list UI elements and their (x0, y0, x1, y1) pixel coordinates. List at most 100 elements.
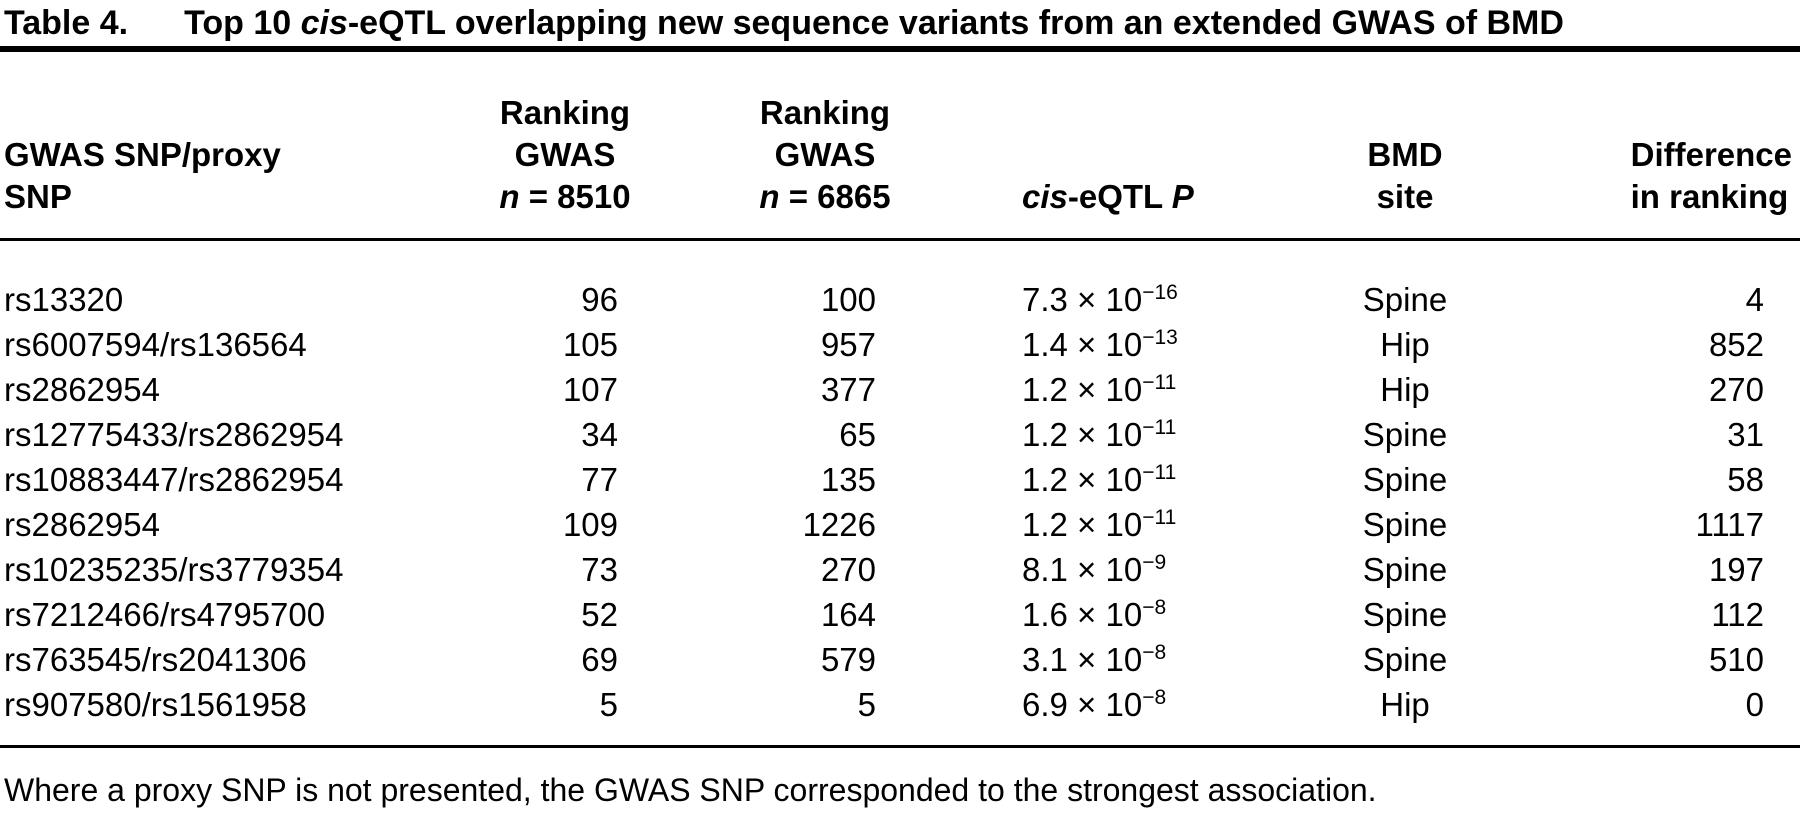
p-exponent: −8 (1142, 641, 1167, 664)
cell-rank-6865: 377 (820, 371, 876, 408)
cell-p-value: 3.1 × 10−8 (960, 637, 1290, 682)
cell-snp: rs12775433/rs2862954 (4, 416, 344, 453)
cell-diff: 852 (1708, 326, 1764, 363)
cell-bmd-site: Spine (1362, 641, 1448, 678)
cell-bmd-site: Hip (1380, 326, 1430, 363)
p-mantissa: 8.1 × 10 (1022, 551, 1143, 588)
p-mantissa: 1.2 × 10 (1022, 461, 1143, 498)
cell-diff: 31 (1727, 416, 1764, 453)
cell-diff: 0 (1745, 686, 1764, 723)
cell-diff: 270 (1708, 371, 1764, 408)
caption-pre: Top 10 (184, 4, 301, 42)
table-number: Table 4. (4, 4, 129, 42)
cis-italic: cis (1022, 178, 1068, 215)
p-mantissa: 7.3 × 10 (1022, 281, 1143, 318)
p-exponent: −16 (1142, 281, 1178, 304)
cell-diff: 510 (1708, 641, 1764, 678)
cell-rank-6865: 164 (820, 596, 876, 633)
table-row: rs907580/rs1561958 5 5 6.9 × 10−8 Hip 0 (0, 682, 1800, 747)
cell-p-value: 1.4 × 10−13 (960, 322, 1290, 367)
table-body: rs13320 96 100 7.3 × 10−16 Spine 4 rs600… (0, 240, 1800, 747)
p-mantissa: 1.4 × 10 (1022, 326, 1143, 363)
header-line: n = 6865 (690, 176, 960, 218)
header-line: n = 8510 (440, 176, 690, 218)
eqtl-label: -eQTL (1067, 178, 1172, 215)
col-header-ranking-6865: Ranking GWAS n = 6865 (690, 52, 960, 241)
cell-snp: rs13320 (4, 281, 124, 318)
cell-rank-6865: 270 (820, 551, 876, 588)
cell-rank-8510: 34 (581, 416, 618, 453)
n-value: = 6865 (779, 178, 891, 215)
cell-rank-8510: 105 (562, 326, 618, 363)
cell-snp: rs763545/rs2041306 (4, 641, 307, 678)
table-header: GWAS SNP/proxy SNP Ranking GWAS n = 8510… (0, 52, 1800, 241)
cell-rank-6865: 1226 (802, 506, 876, 543)
n-italic: n (759, 178, 780, 215)
cell-bmd-site: Hip (1380, 686, 1430, 723)
cell-rank-6865: 65 (839, 416, 876, 453)
cell-rank-8510: 5 (599, 686, 618, 723)
table-footnote: Where a proxy SNP is not presented, the … (4, 772, 1377, 808)
cell-p-value: 6.9 × 10−8 (960, 682, 1290, 747)
cell-bmd-site: Spine (1362, 506, 1448, 543)
cell-diff: 58 (1727, 461, 1764, 498)
cell-diff: 197 (1708, 551, 1764, 588)
cell-rank-6865: 135 (820, 461, 876, 498)
cell-p-value: 1.2 × 10−11 (960, 502, 1290, 547)
cell-rank-8510: 77 (581, 461, 618, 498)
cell-bmd-site: Spine (1362, 596, 1448, 633)
cell-snp: rs7212466/rs4795700 (4, 596, 326, 633)
header-line: in ranking (1630, 178, 1789, 215)
header-line: Ranking (759, 94, 891, 131)
p-mantissa: 6.9 × 10 (1022, 686, 1143, 723)
cell-rank-6865: 5 (857, 686, 876, 723)
col-header-ranking-8510: Ranking GWAS n = 8510 (440, 52, 690, 241)
header-block: Difference in ranking (1631, 134, 1792, 218)
cell-rank-6865: 957 (820, 326, 876, 363)
table-row: rs2862954 107 377 1.2 × 10−11 Hip 270 (0, 367, 1800, 412)
table-row: rs7212466/rs4795700 52 164 1.6 × 10−8 Sp… (0, 592, 1800, 637)
caption-post: -eQTL overlapping new sequence variants … (347, 4, 1564, 42)
p-exponent: −8 (1142, 686, 1167, 709)
col-header-bmd-site: BMD site (1290, 52, 1520, 241)
header-line: SNP (4, 178, 72, 215)
cell-rank-8510: 73 (581, 551, 618, 588)
cell-diff: 112 (1711, 596, 1764, 633)
table-row: rs12775433/rs2862954 34 65 1.2 × 10−11 S… (0, 412, 1800, 457)
header-line: Ranking (499, 94, 631, 131)
p-mantissa: 1.2 × 10 (1022, 371, 1143, 408)
cell-snp: rs2862954 (4, 371, 160, 408)
data-table: GWAS SNP/proxy SNP Ranking GWAS n = 8510… (0, 52, 1800, 748)
p-mantissa: 1.2 × 10 (1022, 416, 1143, 453)
cell-bmd-site: Spine (1362, 281, 1448, 318)
cell-p-value: 1.2 × 10−11 (960, 412, 1290, 457)
n-value: = 8510 (519, 178, 631, 215)
cell-diff: 1117 (1695, 506, 1764, 543)
cell-snp: rs10235235/rs3779354 (4, 551, 344, 588)
cell-snp: rs2862954 (4, 506, 160, 543)
cell-p-value: 1.2 × 10−11 (960, 457, 1290, 502)
p-exponent: −11 (1142, 416, 1177, 439)
col-header-snp: GWAS SNP/proxy SNP (0, 52, 440, 241)
table-caption: Top 10 cis-eQTL overlapping new sequence… (184, 4, 1564, 42)
n-italic: n (499, 178, 520, 215)
cell-rank-8510: 52 (581, 596, 618, 633)
cell-snp: rs907580/rs1561958 (4, 686, 307, 723)
table-row: rs2862954 109 1226 1.2 × 10−11 Spine 111… (0, 502, 1800, 547)
table-row: rs6007594/rs136564 105 957 1.4 × 10−13 H… (0, 322, 1800, 367)
cell-bmd-site: Spine (1362, 461, 1448, 498)
col-header-difference: Difference in ranking (1520, 52, 1800, 241)
cell-p-value: 7.3 × 10−16 (960, 240, 1290, 323)
cell-p-value: 8.1 × 10−9 (960, 547, 1290, 592)
p-exponent: −13 (1142, 326, 1178, 349)
cell-p-value: 1.6 × 10−8 (960, 592, 1290, 637)
header-line: site (1376, 178, 1434, 215)
p-exponent: −11 (1142, 506, 1177, 529)
header-line: GWAS (514, 136, 616, 173)
cell-rank-8510: 69 (581, 641, 618, 678)
table-title: Table 4. Top 10 cis-eQTL overlapping new … (0, 0, 1800, 46)
top-rule (0, 46, 1800, 52)
table-row: rs763545/rs2041306 69 579 3.1 × 10−8 Spi… (0, 637, 1800, 682)
cell-rank-6865: 100 (820, 281, 876, 318)
